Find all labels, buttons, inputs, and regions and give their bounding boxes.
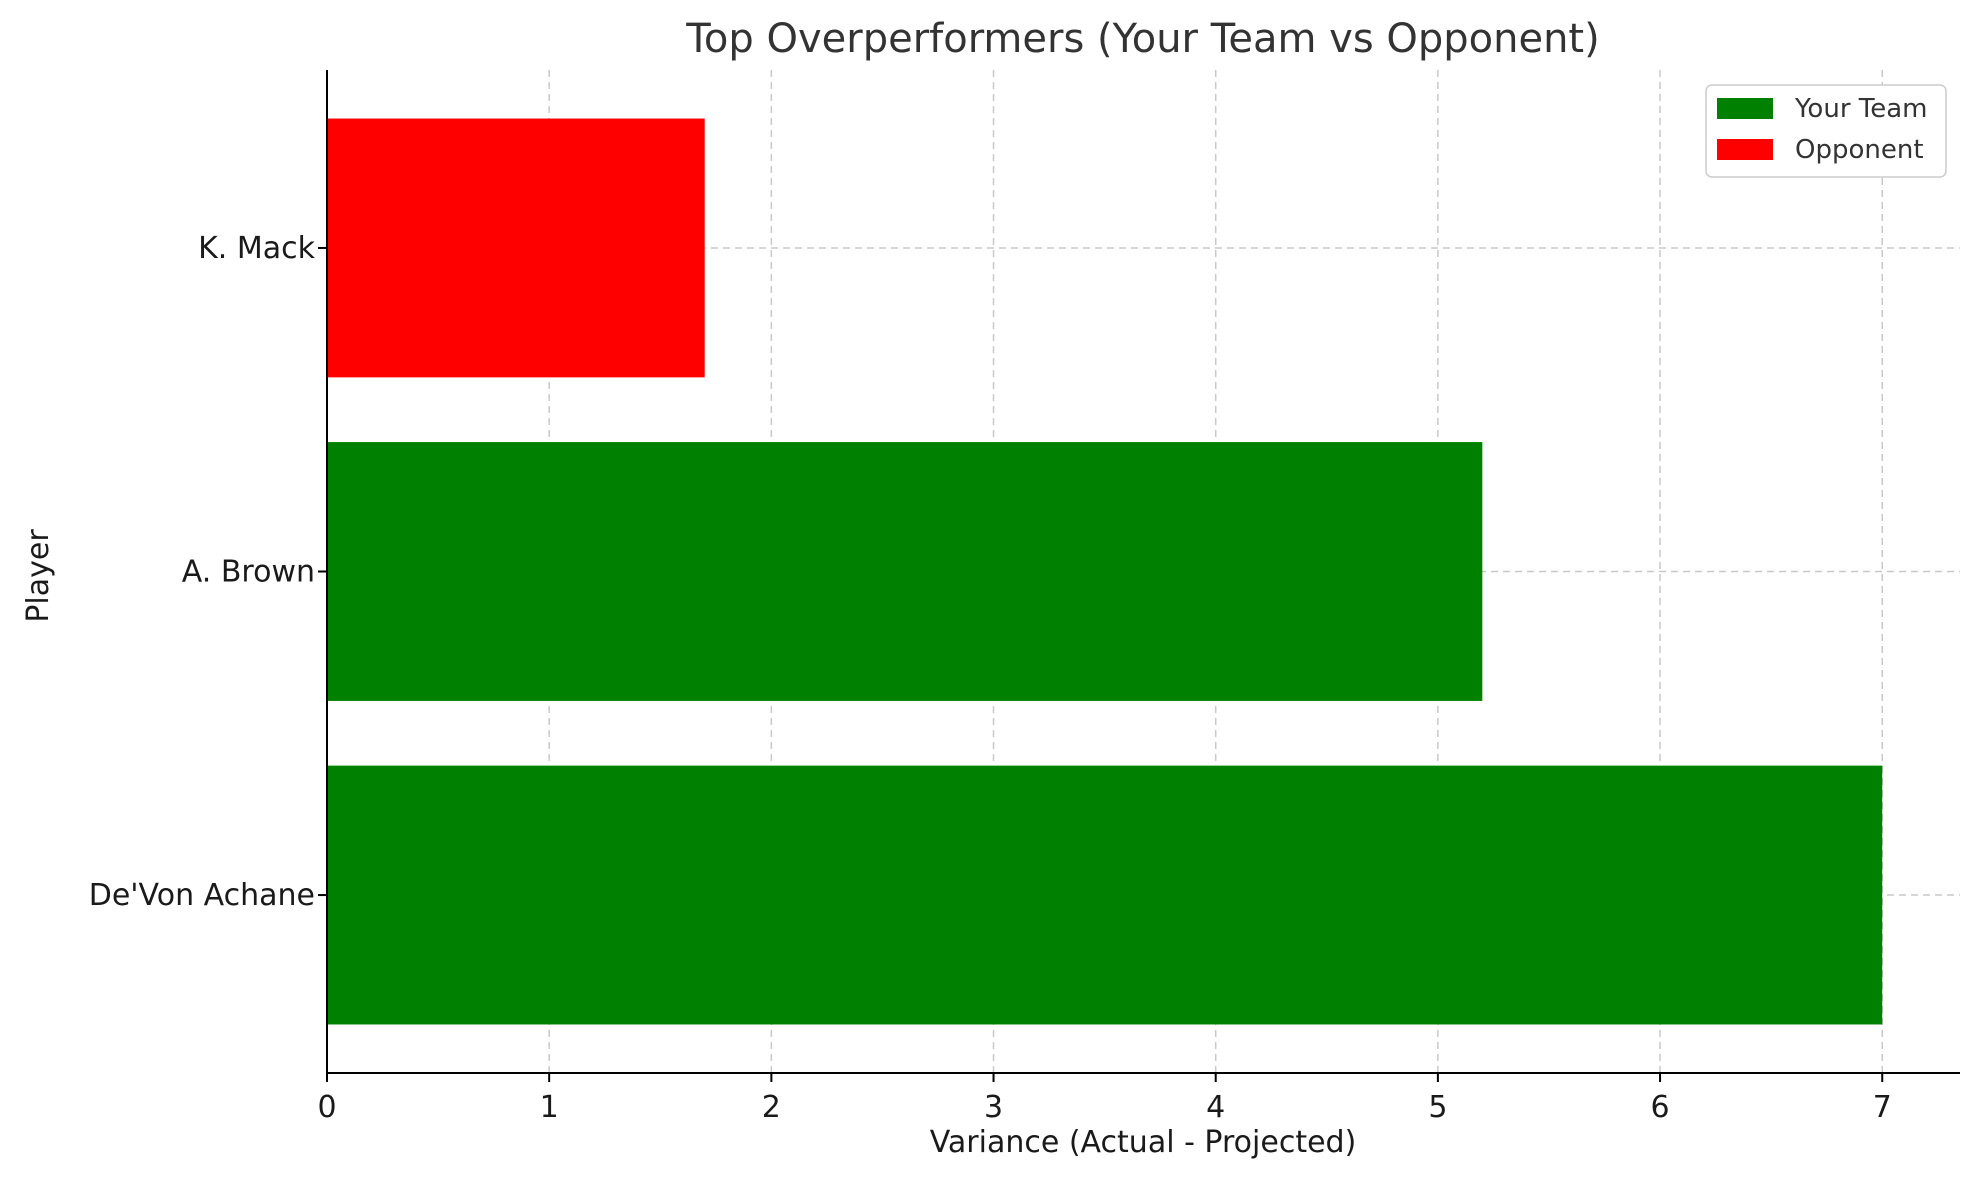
x-tick-label: 4 <box>1206 1090 1225 1125</box>
legend-label: Your Team <box>1794 94 1928 124</box>
x-tick-label: 3 <box>984 1090 1003 1125</box>
y-ticks: De'Von Achane A. Brown K. Mack <box>89 231 327 913</box>
chart-title: Top Overperformers (Your Team vs Opponen… <box>685 16 1599 62</box>
bar <box>327 442 1483 701</box>
x-ticks: 0 1 2 3 4 5 6 7 <box>317 1073 1892 1125</box>
x-tick-label: 1 <box>540 1090 559 1125</box>
y-tick-label: De'Von Achane <box>89 878 315 913</box>
legend-label: Opponent <box>1795 135 1924 165</box>
legend: Your Team Opponent <box>1705 84 1947 178</box>
y-axis-label: Player <box>21 529 56 623</box>
legend-swatch <box>1717 98 1773 119</box>
y-tick-label: K. Mack <box>198 231 316 266</box>
bar <box>327 118 705 378</box>
legend-swatch <box>1717 139 1773 160</box>
x-tick-label: 2 <box>762 1090 781 1125</box>
x-tick-label: 0 <box>317 1090 336 1125</box>
legend-items: Your Team Opponent <box>1717 94 1928 165</box>
y-tick-label: A. Brown <box>182 555 315 590</box>
x-tick-label: 7 <box>1873 1090 1892 1125</box>
x-axis-label: Variance (Actual - Projected) <box>930 1125 1357 1160</box>
bar <box>327 765 1883 1025</box>
x-tick-label: 5 <box>1428 1090 1447 1125</box>
x-tick-label: 6 <box>1651 1090 1670 1125</box>
bars-layer <box>327 118 1883 1025</box>
